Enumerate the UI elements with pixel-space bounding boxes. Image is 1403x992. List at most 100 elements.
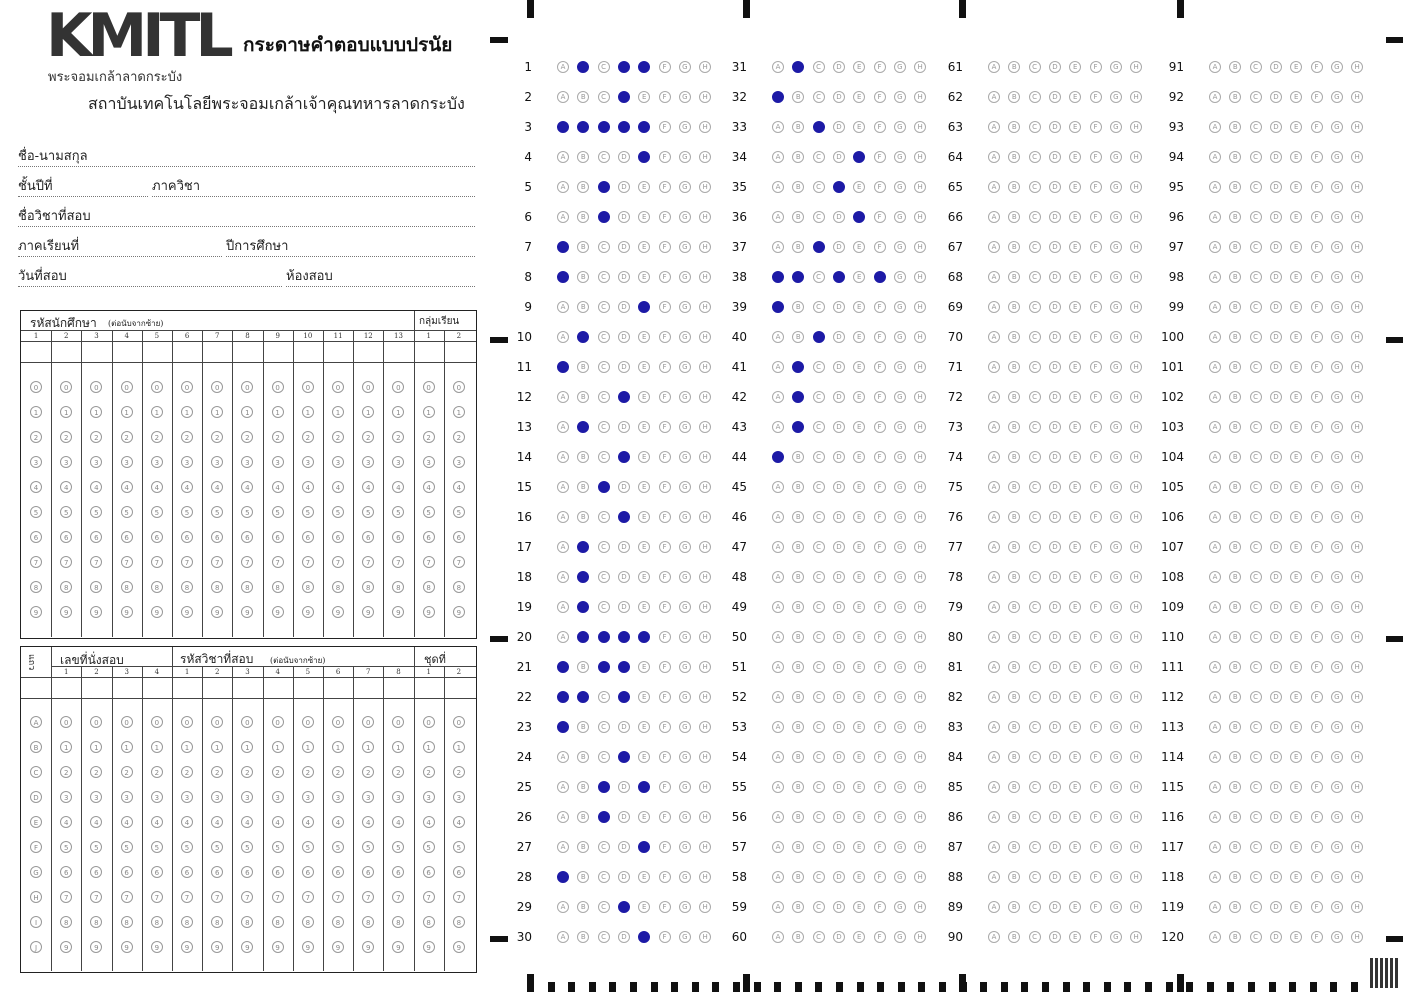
answer-bubble[interactable]: A [1209,271,1221,283]
answer-bubble[interactable]: C [1249,241,1262,253]
answer-bubble[interactable]: D [617,451,630,463]
answer-bubble[interactable]: C [812,601,825,613]
answer-bubble[interactable]: B [792,421,805,433]
answer-bubble[interactable]: D [1269,691,1282,703]
answer-bubble[interactable]: D [617,841,630,853]
answer-bubble[interactable]: A [988,781,1000,793]
answer-bubble[interactable]: G [893,871,906,883]
answer-bubble[interactable]: F [1089,511,1102,523]
answer-bubble[interactable]: B [1008,631,1021,643]
answer-bubble[interactable]: G [893,901,906,913]
answer-bubble[interactable]: E [1069,421,1082,433]
answer-bubble[interactable]: H [1351,271,1364,283]
answer-bubble[interactable]: D [1269,421,1282,433]
answer-bubble[interactable]: D [1048,391,1061,403]
seat-bubble[interactable]: 9 [452,941,465,953]
answer-bubble[interactable]: G [893,121,906,133]
seat-bubble[interactable]: 1 [362,741,375,753]
answer-bubble[interactable]: F [873,751,886,763]
answer-bubble[interactable]: E [1290,511,1303,523]
answer-bubble[interactable]: D [1269,481,1282,493]
answer-bubble[interactable]: C [1028,301,1041,313]
answer-bubble[interactable]: B [577,601,590,613]
id-digit-bubble[interactable]: 6 [211,531,224,543]
answer-bubble[interactable]: G [893,631,906,643]
answer-bubble[interactable]: H [1351,451,1364,463]
answer-bubble[interactable]: C [597,841,610,853]
id-digit-bubble[interactable]: 6 [181,531,193,543]
answer-bubble[interactable]: B [1008,511,1021,523]
seat-bubble[interactable]: 3 [271,791,284,803]
seat-bubble[interactable]: 3 [181,791,193,803]
id-digit-bubble[interactable]: 4 [120,481,133,493]
answer-bubble[interactable]: F [873,451,886,463]
answer-bubble[interactable]: C [597,481,610,493]
answer-bubble[interactable]: B [577,541,590,553]
answer-bubble[interactable]: F [1089,301,1102,313]
answer-bubble[interactable]: D [832,541,845,553]
seat-bubble[interactable]: 5 [332,841,344,853]
id-digit-bubble[interactable]: 1 [301,406,314,418]
seat-bubble[interactable]: 6 [271,866,284,878]
answer-bubble[interactable]: E [638,271,651,283]
seat-bubble[interactable]: 0 [301,716,314,728]
answer-bubble[interactable]: H [914,241,927,253]
answer-bubble[interactable]: B [577,901,590,913]
answer-bubble[interactable]: F [1310,841,1323,853]
answer-bubble[interactable]: B [792,841,805,853]
answer-bubble[interactable]: A [1209,661,1221,673]
answer-bubble[interactable]: B [577,451,590,463]
answer-bubble[interactable]: D [832,361,845,373]
answer-bubble[interactable]: A [557,151,569,163]
answer-bubble[interactable]: E [853,181,866,193]
answer-bubble[interactable]: C [1249,841,1262,853]
id-digit-bubble[interactable]: 4 [30,481,42,493]
seat-bubble[interactable]: 7 [271,891,284,903]
seat-bubble[interactable]: 0 [392,716,405,728]
answer-bubble[interactable]: H [1130,601,1143,613]
answer-bubble[interactable]: D [1269,241,1282,253]
id-digit-bubble[interactable]: 8 [181,581,193,593]
answer-bubble[interactable]: H [1130,901,1143,913]
answer-bubble[interactable]: E [1290,211,1303,223]
answer-bubble[interactable]: A [988,391,1000,403]
answer-bubble[interactable]: D [1269,721,1282,733]
answer-bubble[interactable]: C [812,451,825,463]
answer-bubble[interactable]: B [1008,901,1021,913]
seat-bubble[interactable]: 6 [332,866,344,878]
answer-bubble[interactable]: G [678,601,691,613]
answer-bubble[interactable]: D [1048,571,1061,583]
answer-bubble[interactable]: C [812,811,825,823]
seat-bubble[interactable]: 1 [452,741,465,753]
answer-bubble[interactable]: F [873,391,886,403]
answer-bubble[interactable]: A [772,751,784,763]
answer-bubble[interactable]: C [1028,181,1041,193]
seat-bubble[interactable]: 7 [301,891,314,903]
answer-bubble[interactable]: A [988,601,1000,613]
answer-bubble[interactable]: D [1048,661,1061,673]
answer-bubble[interactable]: D [1048,631,1061,643]
answer-bubble[interactable]: C [1028,331,1041,343]
id-digit-bubble[interactable]: 6 [241,531,254,543]
answer-bubble[interactable]: A [772,271,784,283]
seat-bubble[interactable]: 5 [181,841,193,853]
answer-bubble[interactable]: C [812,181,825,193]
answer-bubble[interactable]: D [1048,331,1061,343]
answer-bubble[interactable]: B [1229,811,1242,823]
answer-bubble[interactable]: H [914,931,927,943]
answer-bubble[interactable]: E [1069,211,1082,223]
answer-bubble[interactable]: E [1290,331,1303,343]
answer-bubble[interactable]: H [914,361,927,373]
id-digit-bubble[interactable]: 4 [271,481,284,493]
id-digit-bubble[interactable]: 6 [30,531,42,543]
answer-bubble[interactable]: G [893,511,906,523]
id-digit-bubble[interactable]: 2 [30,431,42,443]
answer-bubble[interactable]: B [1229,331,1242,343]
answer-bubble[interactable]: A [772,931,784,943]
answer-bubble[interactable]: D [1048,241,1061,253]
answer-bubble[interactable]: H [914,631,927,643]
answer-bubble[interactable]: G [678,181,691,193]
answer-bubble[interactable]: F [1089,751,1102,763]
answer-bubble[interactable]: A [988,871,1000,883]
id-digit-bubble[interactable]: 3 [301,456,314,468]
